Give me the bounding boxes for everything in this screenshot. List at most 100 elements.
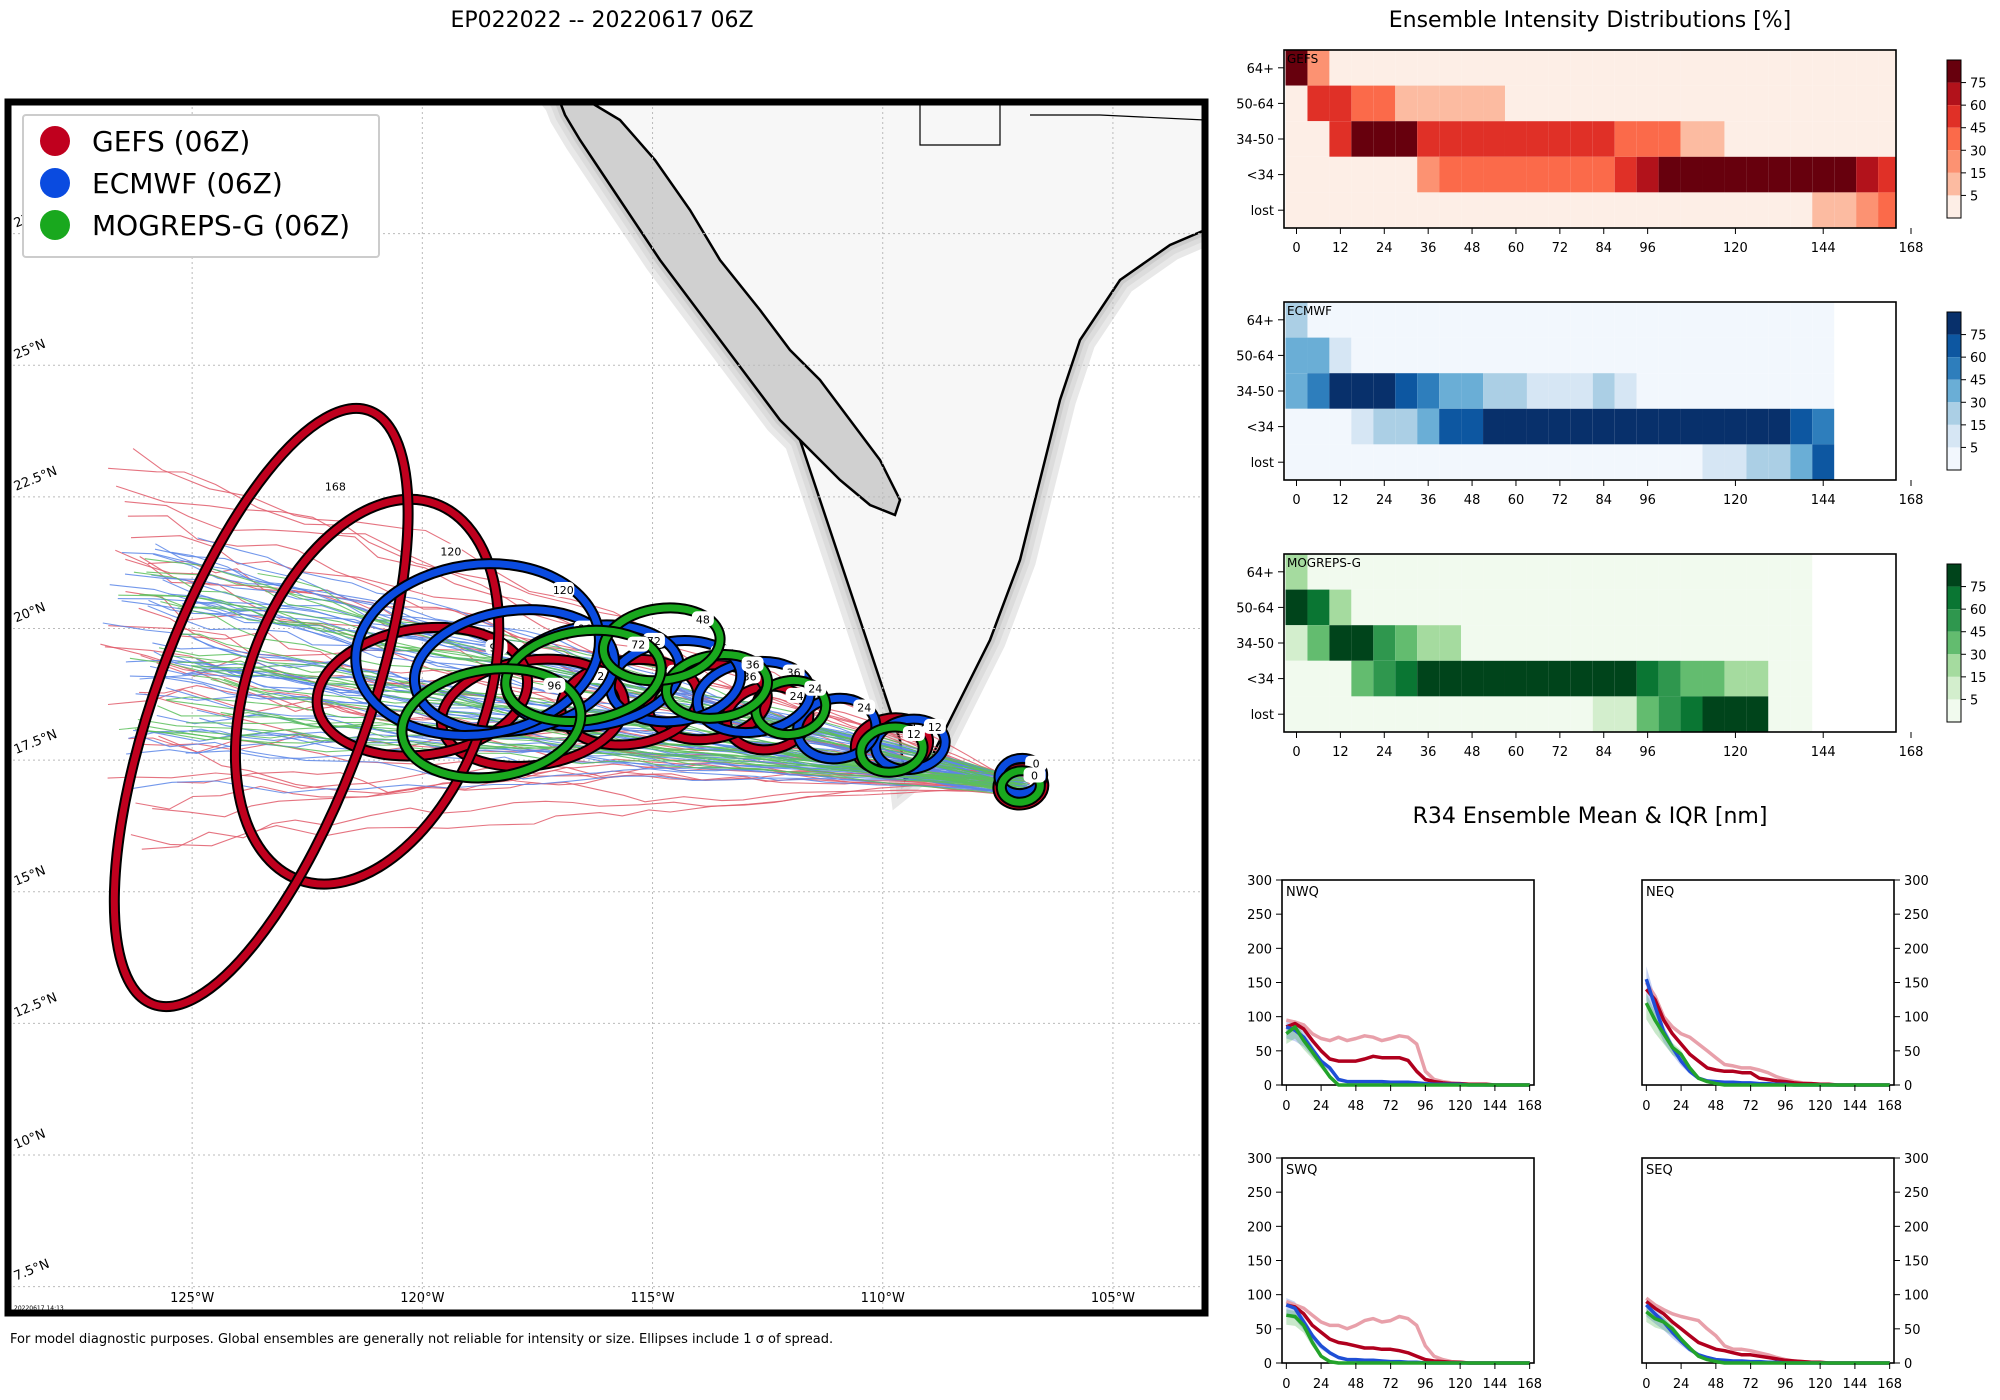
x-tick-label: 24 <box>1673 1377 1690 1392</box>
heatmap-cell <box>1570 85 1593 122</box>
x-tick-label: 36 <box>1420 745 1437 760</box>
legend-item-mogreps: MOGREPS-G (06Z) <box>24 204 378 246</box>
heatmap-cell <box>1768 192 1791 228</box>
heatmap-cell <box>1504 50 1527 86</box>
heatmap-cell <box>1329 625 1352 661</box>
r34-panel-neq: NEQ 300 250 200 150 100 50 0 0 24 48 72 96 120 144 168 <box>1641 874 1929 1114</box>
row-label: 50-64 <box>1236 349 1274 364</box>
heatmap-cell <box>1504 408 1527 445</box>
heatmap-cell <box>1526 408 1549 445</box>
heatmap-cell <box>1526 121 1549 157</box>
heatmap-cell <box>1812 373 1835 409</box>
quadrant-label: NWQ <box>1286 885 1319 900</box>
heatmap-cell <box>1570 625 1593 661</box>
heatmap-cell <box>1724 696 1747 732</box>
heatmap-cell <box>1856 192 1879 228</box>
intensity-panel-mogreps-g: MOGREPS-G 64+ 50-64 34-50 <34 lost 0 12 24 36 48 60… <box>1236 553 1987 760</box>
heatmap-cell <box>1504 444 1527 480</box>
heatmap-cell <box>1439 121 1462 157</box>
heatmap-cell <box>1834 50 1857 86</box>
x-tick-label: 120 <box>1448 1377 1473 1392</box>
heatmap-cell <box>1724 589 1747 626</box>
heatmap-cell <box>1636 660 1659 697</box>
gefs-marker-icon <box>40 126 70 156</box>
heatmap-cell <box>1395 554 1418 590</box>
heatmap-cell <box>1636 589 1659 626</box>
heatmap-cell <box>1658 192 1681 228</box>
heatmap-cell <box>1592 302 1615 338</box>
x-tick-label: 12 <box>1332 745 1349 760</box>
x-tick-label: 0 <box>1642 1099 1650 1114</box>
x-tick-label: 48 <box>1464 493 1481 508</box>
heatmap-cell <box>1724 373 1747 409</box>
heatmap-cell <box>1680 373 1703 409</box>
heatmap-cell <box>1548 85 1571 122</box>
heatmap-cell <box>1307 589 1330 626</box>
r34-series-line <box>1645 1310 1890 1365</box>
heatmap-cell <box>1351 589 1374 626</box>
heatmap-cell <box>1790 156 1813 193</box>
heatmap-cell <box>1570 373 1593 409</box>
x-tick-label: 72 <box>1552 493 1569 508</box>
heatmap-cell <box>1702 696 1725 732</box>
heatmap-cell <box>1307 373 1330 409</box>
colorbar-segment <box>1947 150 1961 173</box>
y-tick-label: 200 <box>1247 942 1272 957</box>
ensemble-track <box>160 601 1024 780</box>
x-tick-label: 120 <box>1808 1377 1833 1392</box>
heatmap-cell <box>1329 50 1352 86</box>
x-tick-label: 96 <box>1417 1099 1434 1114</box>
mogreps-hour-label: 36 <box>746 659 760 672</box>
panel-name: GEFS <box>1287 52 1318 66</box>
heatmap-cell <box>1329 121 1352 157</box>
heatmap-cell <box>1307 156 1330 193</box>
heatmap-cell <box>1395 302 1418 338</box>
heatmap-cell <box>1570 121 1593 157</box>
heatmap-cell <box>1658 554 1681 590</box>
heatmap-cell <box>1307 625 1330 661</box>
heatmap-cell <box>1504 302 1527 338</box>
heatmap-cell <box>1504 625 1527 661</box>
colorbar-segment <box>1947 379 1961 403</box>
heatmap-cell <box>1680 337 1703 374</box>
row-label: 34-50 <box>1236 385 1274 400</box>
heatmap-cell <box>1746 589 1769 626</box>
quadrant-label: SWQ <box>1286 1163 1317 1178</box>
x-tick-label: 96 <box>1777 1377 1794 1392</box>
heatmap-cell <box>1439 192 1462 228</box>
heatmap-cell <box>1614 554 1637 590</box>
map-timestamp: 20220617 14:13 <box>14 1305 64 1312</box>
heatmap-cell <box>1768 50 1791 86</box>
heatmap-cell <box>1526 554 1549 590</box>
heatmap-cell <box>1461 625 1484 661</box>
x-tick-label: 96 <box>1777 1099 1794 1114</box>
heatmap-cell <box>1570 660 1593 697</box>
y-tick-label: 100 <box>1904 1011 1929 1026</box>
heatmap-cell <box>1417 660 1440 697</box>
y-tick-label: 250 <box>1904 1186 1929 1201</box>
heatmap-cell <box>1636 373 1659 409</box>
heatmap-cell <box>1526 192 1549 228</box>
x-tick-label: 72 <box>1742 1099 1759 1114</box>
heatmap-cell <box>1614 444 1637 480</box>
heatmap-cell <box>1504 337 1527 374</box>
colorbar-segment <box>1947 60 1961 83</box>
heatmap-cell <box>1592 444 1615 480</box>
hour-label-bg <box>324 478 347 494</box>
heatmap-cell <box>1483 696 1505 732</box>
y-tick-label: 0 <box>1264 1079 1272 1094</box>
colorbar-tick-label: 30 <box>1970 396 1987 411</box>
heatmap-cell <box>1680 121 1703 157</box>
heatmap-cell <box>1592 121 1615 157</box>
heatmap-cell <box>1790 50 1813 86</box>
gefs-hour-label: 168 <box>325 480 346 493</box>
heatmap-cell <box>1702 625 1725 661</box>
heatmap-cell <box>1285 444 1308 480</box>
x-tick-label: 144 <box>1482 1377 1507 1392</box>
heatmap-cell <box>1746 50 1769 86</box>
panel-name: MOGREPS-G <box>1287 556 1361 570</box>
heatmap-cell <box>1329 302 1352 338</box>
ecmwf-hour-label: 12 <box>928 721 942 734</box>
heatmap-cell <box>1329 373 1352 409</box>
mogreps-ellipse <box>398 665 585 782</box>
